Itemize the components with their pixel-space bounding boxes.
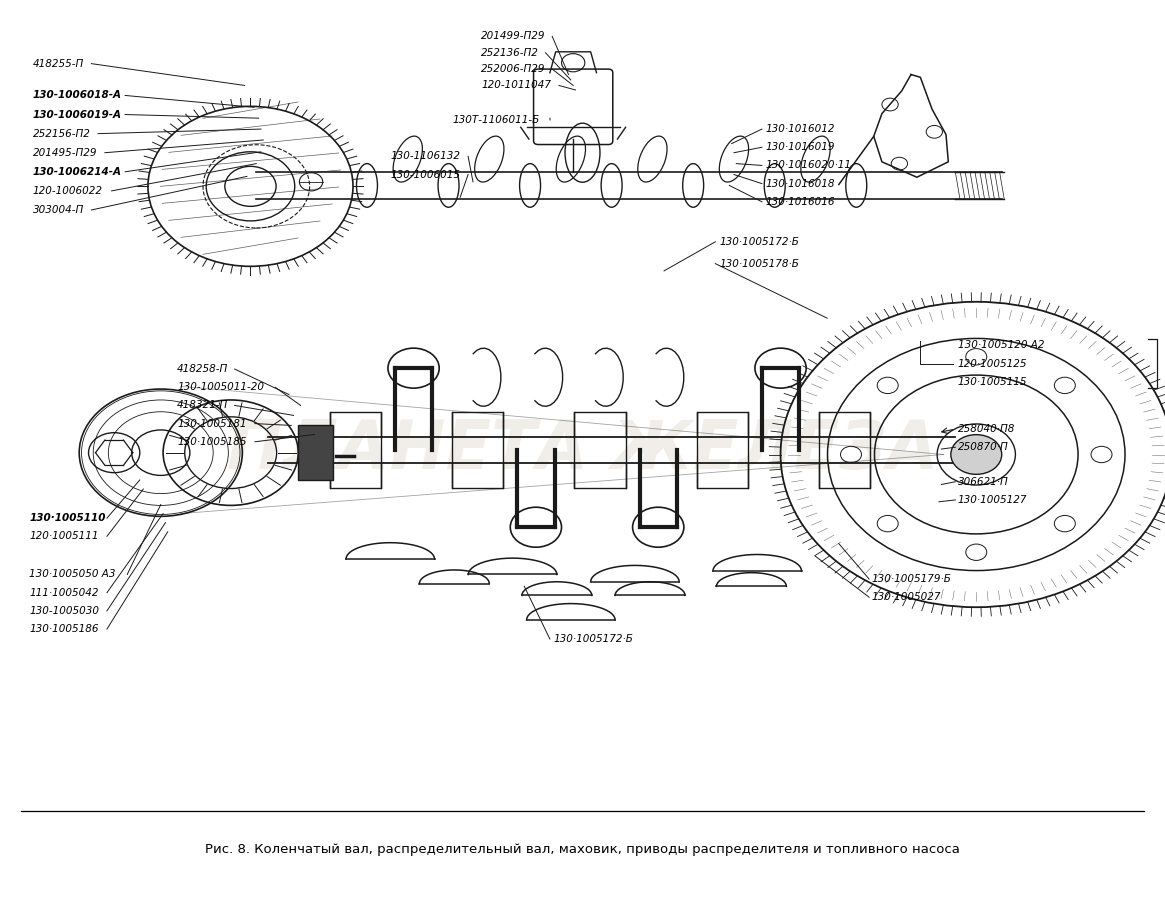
Text: 130·1005185: 130·1005185 [177,436,247,447]
Text: 252156-П2: 252156-П2 [33,128,91,139]
Text: 201499-П29: 201499-П29 [481,31,545,42]
Circle shape [951,435,1002,474]
Text: 130-1005030: 130-1005030 [29,605,99,616]
Text: 130·1005127: 130·1005127 [958,494,1028,505]
Text: 130·1005120 А2: 130·1005120 А2 [958,340,1044,351]
Text: 418321-П: 418321-П [177,400,228,411]
Text: 258040·П8: 258040·П8 [958,424,1015,435]
Text: 130-1006018-А: 130-1006018-А [33,90,121,101]
Text: 252006-П29: 252006-П29 [481,64,545,75]
Text: 130·1016016: 130·1016016 [765,196,835,207]
Bar [298,425,333,480]
Text: 418258-П: 418258-П [177,364,228,375]
Text: 130·1005110: 130·1005110 [29,513,106,524]
Text: 130·1005178·Б: 130·1005178·Б [720,258,800,269]
Text: 130-1006019-А: 130-1006019-А [33,109,121,120]
Text: 130·1005027: 130·1005027 [871,592,941,603]
Text: 306621·П: 306621·П [958,476,1009,487]
Text: 130·1016018: 130·1016018 [765,178,835,189]
Text: 120·1005125: 120·1005125 [958,358,1028,369]
Text: 130·1005181: 130·1005181 [177,418,247,429]
Text: 130Т-1106011-Б: 130Т-1106011-Б [452,115,539,125]
Text: 130·1005179·Б: 130·1005179·Б [871,574,952,584]
Text: 120·1005111: 120·1005111 [29,531,99,542]
Text: 250870·П: 250870·П [958,442,1009,453]
Text: 130·1005115: 130·1005115 [958,376,1028,387]
Text: 130-1006214-А: 130-1006214-А [33,166,121,177]
Text: 418255-П: 418255-П [33,58,84,69]
Text: 130·1016012: 130·1016012 [765,124,835,135]
Text: 252136-П2: 252136-П2 [481,47,539,58]
Text: 201495-П29: 201495-П29 [33,147,97,158]
Text: 130-1106132: 130-1106132 [390,151,460,162]
Text: 130·1005186: 130·1005186 [29,624,99,634]
Text: 120-1011047: 120-1011047 [481,80,551,91]
Text: ПЛАНЕТА ЖЕЛЕЗА: ПЛАНЕТА ЖЕЛЕЗА [227,417,938,483]
Text: 130·1005050 А3: 130·1005050 А3 [29,569,115,580]
Text: 130·1005172·Б: 130·1005172·Б [720,236,800,247]
Text: 130·1016019: 130·1016019 [765,142,835,153]
Text: 130-1005011-20: 130-1005011-20 [177,382,264,393]
Text: 111·1005042: 111·1005042 [29,587,99,598]
Text: 130·1016020·11: 130·1016020·11 [765,160,852,171]
Text: 130-1006015: 130-1006015 [390,169,460,180]
Text: 130·1005172·Б: 130·1005172·Б [553,634,634,644]
Text: 303004-П: 303004-П [33,205,84,215]
Text: Рис. 8. Коленчатый вал, распределительный вал, маховик, приводы распределителя и: Рис. 8. Коленчатый вал, распределительны… [205,844,960,856]
Text: 120-1006022: 120-1006022 [33,185,103,196]
